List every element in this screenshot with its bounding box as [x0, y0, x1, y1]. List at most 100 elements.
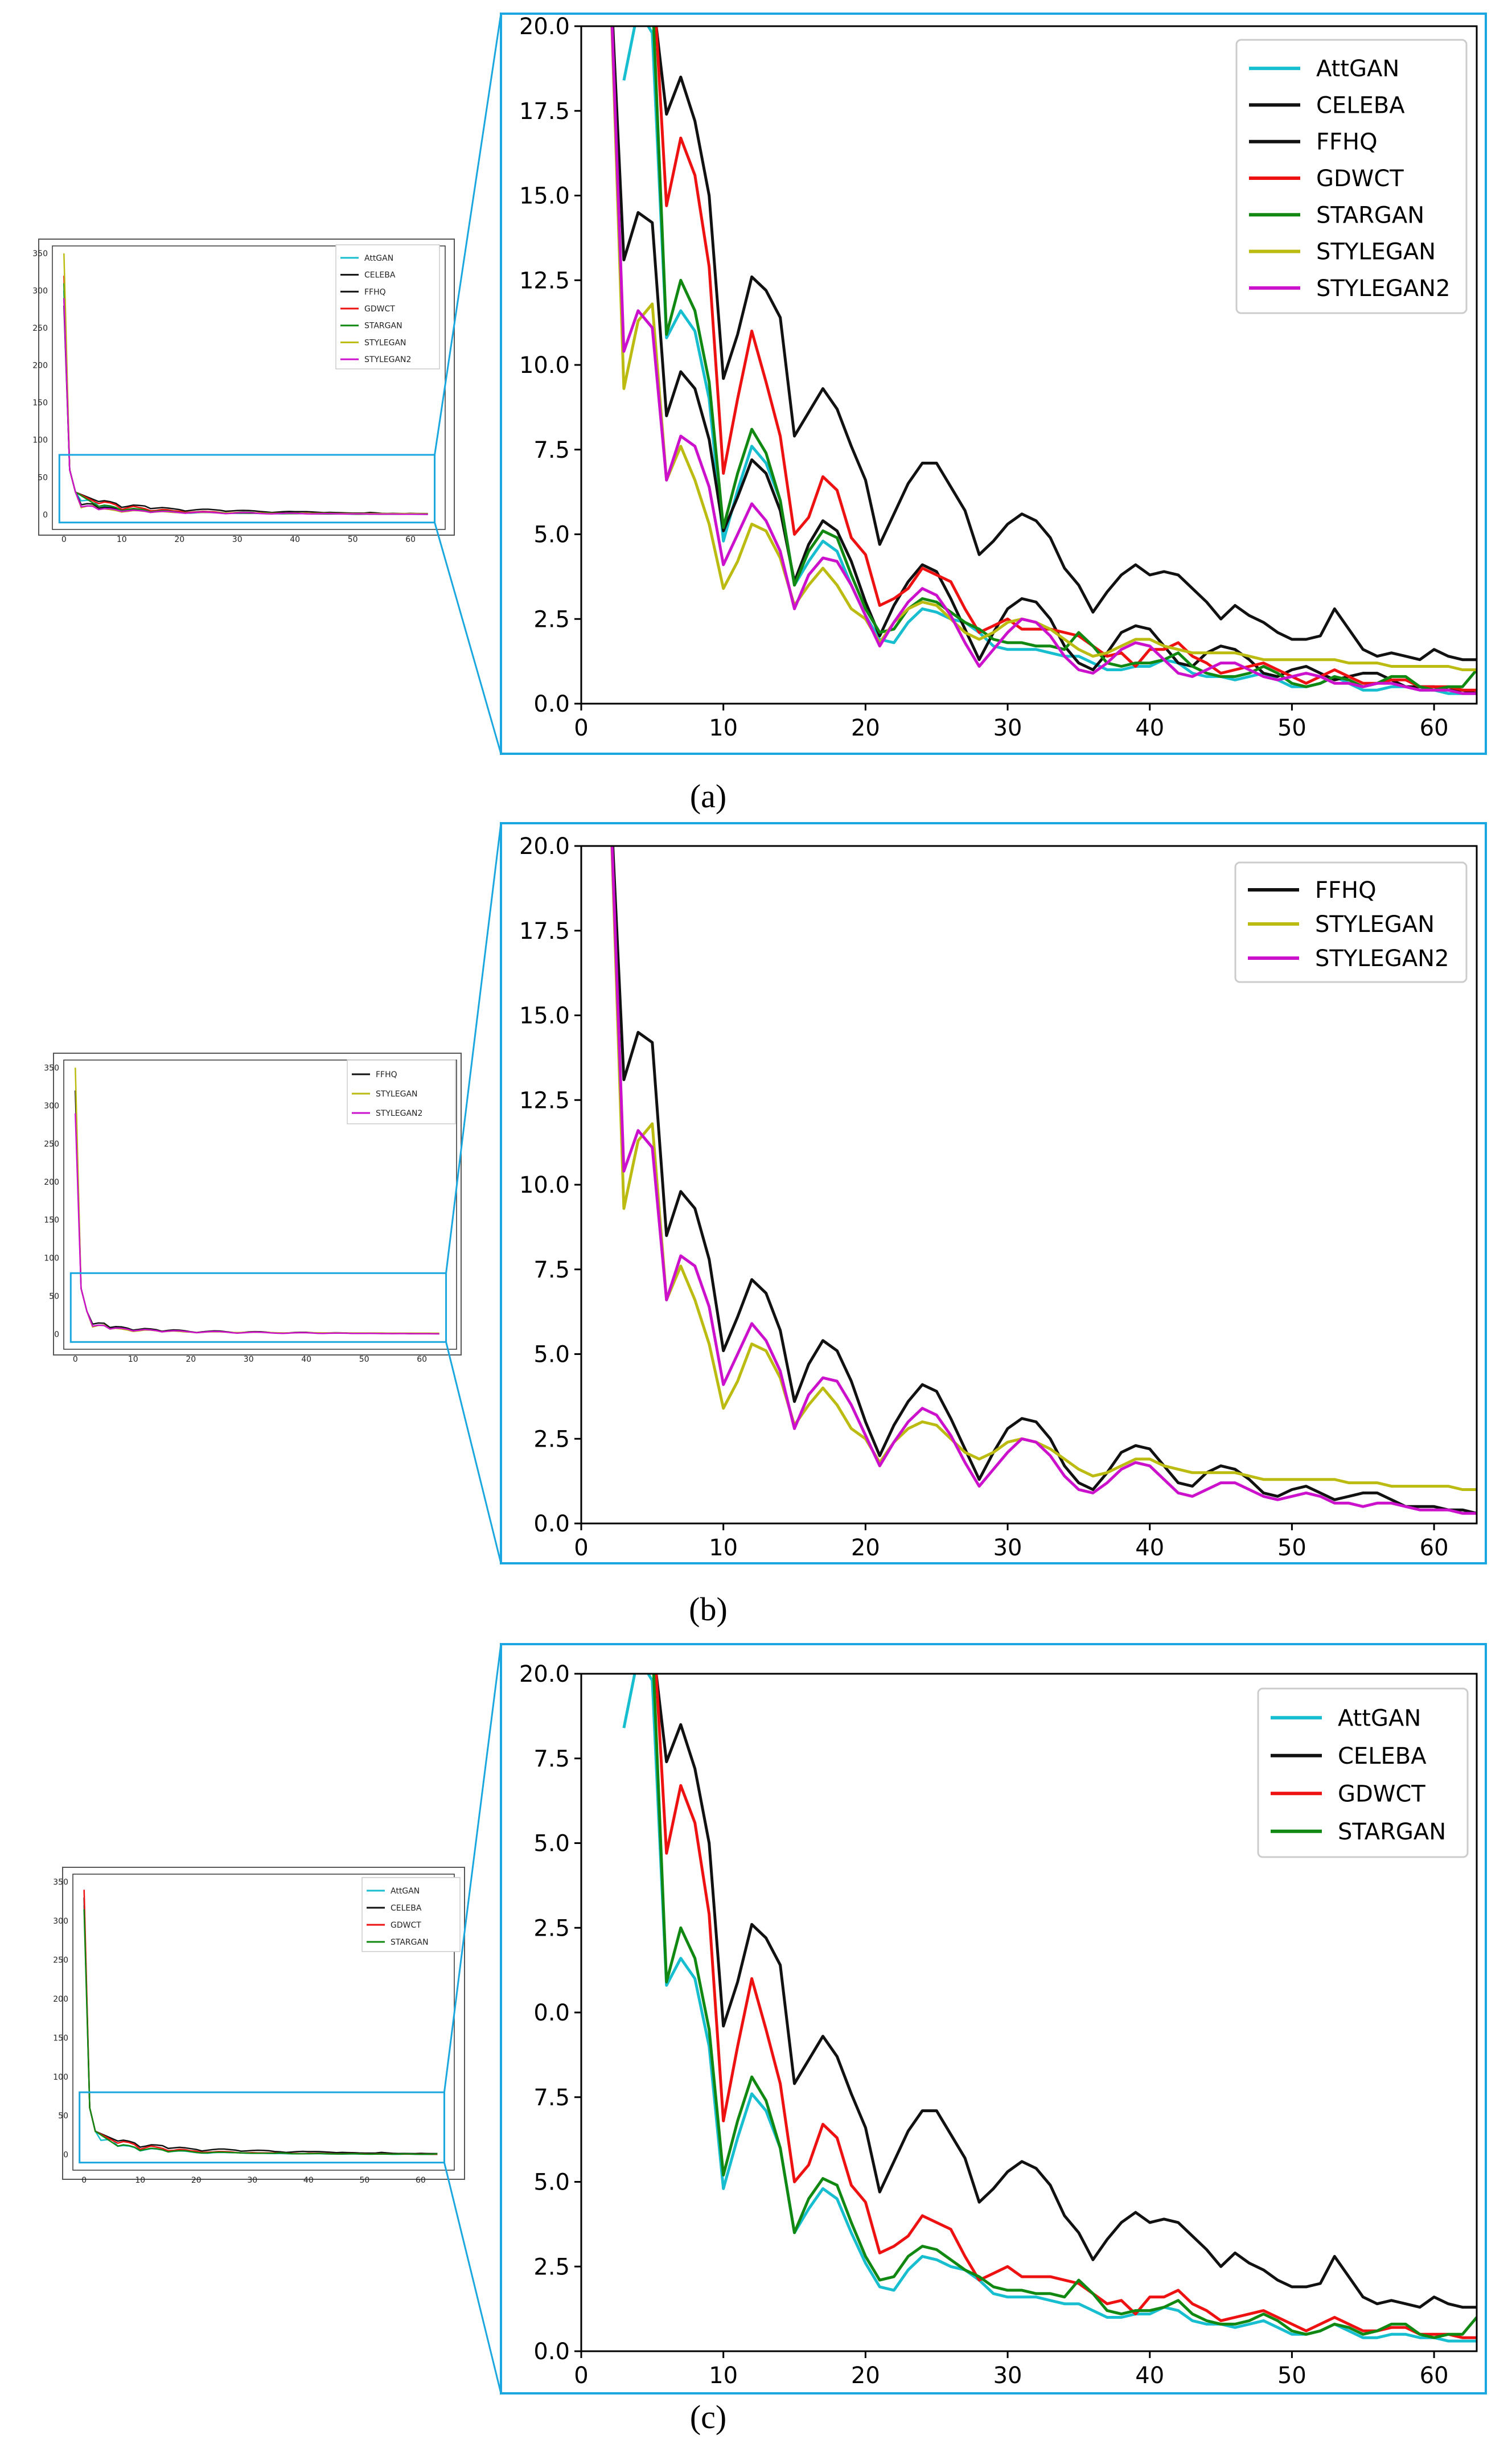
overview-y-tick-label: 100 — [44, 1254, 59, 1263]
series-line-celeba — [655, 1674, 1477, 2309]
y-tick-label: 15.0 — [519, 1003, 570, 1029]
overview-x-tick-label: 20 — [186, 1355, 196, 1364]
overview-legend-label: STYLEGAN — [376, 1090, 418, 1099]
panel-caption: (c) — [690, 2398, 726, 2435]
series-line-stylegan2 — [610, 26, 1477, 695]
y-tick-label: 17.5 — [519, 918, 570, 944]
legend-box — [1235, 39, 1468, 314]
overview-x-tick-label: 40 — [303, 2176, 314, 2185]
series-line-stylegan — [610, 26, 1477, 671]
x-tick-label: 50 — [1277, 2363, 1306, 2389]
overview-y-tick-label: 250 — [44, 1140, 59, 1149]
y-tick-label: 5.0 — [533, 1831, 570, 1857]
overview-line-celeba — [63, 305, 428, 515]
panel-caption: (b) — [689, 1591, 728, 1628]
y-tick-label: 12.5 — [519, 268, 570, 294]
overview-x-tick-label: 50 — [359, 2176, 369, 2185]
y-tick-label: 7.5 — [533, 2085, 570, 2111]
overview-legend-label: CELEBA — [364, 271, 396, 280]
overview-legend-label: STARGAN — [364, 322, 402, 331]
overview-axes — [63, 1059, 457, 1350]
legend-box — [1257, 1687, 1469, 1858]
overview-y-tick-label: 0 — [63, 2151, 68, 2160]
overview-y-tick-label: 50 — [49, 1292, 59, 1301]
x-tick-label: 50 — [1277, 715, 1306, 741]
zoom-region — [58, 454, 436, 524]
x-tick-label: 10 — [709, 1535, 738, 1561]
overview-y-tick-label: 100 — [53, 2073, 68, 2082]
y-tick-label: 2.5 — [533, 2254, 570, 2280]
series-lines — [622, 1674, 1477, 2343]
overview-x-tick-label: 40 — [290, 535, 300, 544]
overview-legend-label: STYLEGAN2 — [376, 1109, 422, 1118]
legend-label: STYLEGAN2 — [1315, 946, 1449, 972]
overview-y-tick-label: 300 — [32, 287, 48, 296]
overview-legend-label: FFHQ — [364, 287, 386, 297]
legend-label: FFHQ — [1315, 877, 1377, 903]
overview-legend-label: FFHQ — [376, 1070, 397, 1079]
y-tick-label: 12.5 — [519, 1087, 570, 1114]
overview-x-tick-label: 0 — [61, 535, 67, 544]
overview-y-tick-label: 300 — [53, 1917, 68, 1926]
x-tick-label: 30 — [993, 715, 1022, 741]
x-tick-label: 10 — [709, 2363, 738, 2389]
overview-y-tick-label: 150 — [53, 2034, 68, 2043]
series-line-gdwct — [655, 26, 1477, 692]
y-tick-label: 0.0 — [533, 1511, 570, 1537]
overview-x-tick-label: 20 — [174, 535, 184, 544]
y-tick-label: 7.5 — [533, 1257, 570, 1283]
overview-y-tick-label: 0 — [54, 1330, 59, 1339]
overview-y-tick-label: 300 — [44, 1102, 59, 1111]
overview-y-tick-label: 0 — [43, 511, 48, 520]
overview-y-tick-label: 350 — [44, 1063, 59, 1073]
zoom-connector-bottom — [445, 1341, 502, 1564]
overview-x-tick-label: 10 — [128, 1355, 138, 1364]
y-tick-label: 15.0 — [519, 183, 570, 210]
y-tick-label: 5.0 — [533, 2170, 570, 2196]
y-tick-label: 0.0 — [533, 2000, 570, 2026]
overview-y-tick-label: 200 — [44, 1178, 59, 1187]
y-tick-label: 20.0 — [519, 1661, 570, 1687]
panel-a: 0.0 2.5 5.0 7.5 10.0 12.5 15.0 17.5 20.0 0 10 20 30 4… — [32, 13, 1487, 815]
overview-legend-label: GDWCT — [391, 1921, 421, 1930]
x-tick-label: 40 — [1135, 1535, 1164, 1561]
x-tick-label: 20 — [851, 2363, 880, 2389]
overview-line-celeba — [83, 1897, 438, 2155]
y-tick-label: 20.0 — [519, 14, 570, 40]
overview-x-tick-label: 30 — [244, 1355, 254, 1364]
overview-legend-label: STYLEGAN — [364, 338, 406, 347]
zoom-connector-bottom — [443, 2162, 502, 2394]
overview-line-stylegan2 — [75, 1113, 439, 1335]
zoom-connector-top — [443, 1644, 502, 2093]
x-tick-label: 20 — [851, 715, 880, 741]
zoom-region — [69, 1272, 447, 1343]
overview-y-tick-label: 150 — [32, 399, 48, 408]
y-tick-label: 7.5 — [533, 1746, 570, 1772]
legend-label: STYLEGAN — [1316, 239, 1436, 265]
y-tick-label: 0.0 — [533, 2339, 570, 2365]
x-tick-label: 50 — [1277, 1535, 1306, 1561]
overview-legend-label: AttGAN — [364, 254, 393, 263]
overview-x-tick-label: 0 — [73, 1355, 78, 1364]
zoom-connector-bottom — [434, 522, 502, 754]
x-tick-label: 40 — [1135, 2363, 1164, 2389]
y-tick-label: 17.5 — [519, 98, 570, 125]
series-line-celeba — [655, 26, 1477, 662]
x-tick-label: 40 — [1135, 715, 1164, 741]
panel-c: 0.0 2.5 5.0 7.5 0.0 2.5 5.0 7.5 20.0 0 10 20 30 40 50 6… — [53, 1643, 1487, 2435]
legend-label: STYLEGAN2 — [1316, 276, 1451, 302]
legend-label: AttGAN — [1338, 1705, 1421, 1731]
x-tick-label: 60 — [1420, 715, 1449, 741]
overview-y-tick-label: 250 — [32, 324, 48, 333]
overview-legend-box — [335, 244, 440, 369]
overview-x-tick-label: 0 — [81, 2176, 87, 2185]
overview-y-tick-label: 350 — [32, 249, 48, 258]
y-tick-label: 7.5 — [533, 437, 570, 463]
overview-legend-label: STARGAN — [391, 1938, 429, 1947]
panel-b: 0.0 2.5 5.0 7.5 10.0 12.5 15.0 17.5 20.0 0 10 20 30 4… — [44, 822, 1487, 1628]
overview-x-tick-label: 60 — [416, 2176, 426, 2185]
overview-legend-label: STYLEGAN2 — [364, 355, 411, 364]
x-tick-label: 60 — [1420, 1535, 1449, 1561]
overview-x-tick-label: 60 — [417, 1355, 427, 1364]
y-tick-label: 2.5 — [533, 1426, 570, 1452]
